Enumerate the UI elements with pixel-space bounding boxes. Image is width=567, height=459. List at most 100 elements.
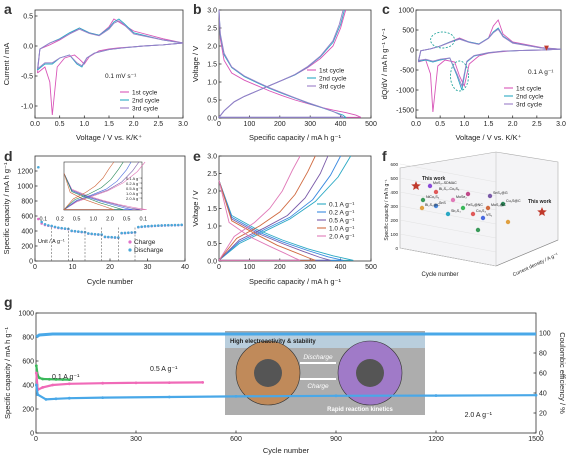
particle-core [254, 359, 282, 387]
y-tick-label: 200 [21, 243, 33, 250]
coulombic-efficiency-line [35, 332, 536, 339]
x-tick-label: 200 [274, 121, 286, 128]
data-point-discharge [40, 220, 43, 224]
legend-a-label: 3rd cycle [132, 105, 158, 112]
y-tick-label: 1.5 [207, 61, 217, 68]
x-axis-title: Cycle number [421, 272, 458, 278]
x-tick-label: 1.5 [104, 121, 114, 128]
y2-tick-label: 0 [539, 430, 543, 437]
comparison-label: MoS₂–SDMAC [433, 181, 457, 185]
rate-label: 0.5 [123, 217, 131, 223]
data-point-discharge [113, 236, 117, 239]
y-tick-label: -1.0 [21, 103, 33, 110]
legend-b-label: 2nd cycle [319, 75, 347, 82]
y-tick-label: 800 [21, 198, 33, 205]
y-tick-label: 3.0 [207, 7, 217, 14]
y-tick-label: -500 [400, 67, 414, 74]
scan-rate-label: 0.1 mV s⁻¹ [105, 73, 137, 80]
chart-panel-g: g 0 300 600 900 1200 1500 1000 800 600 400 200 0 0 20 4… [0, 293, 567, 459]
series-line-2 [218, 9, 347, 118]
chart-panel-d: d 0 10 20 30 40 1200 1000 800 600 400 200 0 0.1 0.2 0.5… [0, 148, 189, 293]
panel-letter-e: e [193, 148, 201, 164]
grid-line [399, 163, 497, 183]
y-tick-label: 1.5 [207, 206, 217, 213]
rate-label: 0.1 [140, 217, 148, 223]
x-tick-label: 0.5 [55, 121, 65, 128]
x-tick-label: 1.0 [79, 121, 89, 128]
y2-axis-title: Coulombic efficiency / % [558, 332, 567, 414]
comparison-point [420, 197, 426, 203]
this-work-star [411, 181, 421, 190]
y-tick-label: -0.5 [21, 73, 33, 80]
x-tick-label: 40 [181, 264, 189, 271]
inset-legend-label: 1.0 A g⁻¹ [126, 191, 142, 196]
y2-tick-label: 60 [539, 370, 547, 377]
x-tick-label: 3.0 [556, 121, 566, 128]
comparison-point [465, 191, 471, 197]
x-tick-label: 0.5 [435, 121, 445, 128]
data-point-discharge [120, 231, 123, 235]
x-axis-title: Voltage / V vs. K/K⁺ [455, 133, 521, 142]
z-tick-label: 100 [390, 232, 398, 237]
data-point-discharge [80, 230, 83, 234]
comparison-point [505, 219, 511, 225]
y-tick-label: 800 [22, 334, 34, 341]
y-tick-label: 400 [22, 382, 34, 389]
mechanism-schematic [225, 331, 425, 415]
rate-label-05: 0.5 A g⁻¹ [150, 366, 178, 373]
y-axis-title: Specific capacity / mA h g⁻¹ [3, 327, 12, 419]
data-point-discharge [173, 223, 177, 227]
chart-panel-a: a 0.0 0.5 1.0 1.5 2.0 2.5 3.0 0.5 0.0 -0.5 -1.0 Volt… [0, 0, 189, 148]
y-tick-label: 2.0 [207, 43, 217, 50]
z-tick-label: 0 [395, 246, 398, 251]
data-point-discharge [73, 229, 77, 233]
data-point-discharge [143, 225, 147, 228]
data-point-discharge [180, 223, 183, 227]
y-tick-label: 0.0 [207, 115, 217, 122]
z-axis-title: Specific capacity / mA h g⁻¹ [384, 179, 390, 241]
x-tick-label: 20 [106, 264, 114, 271]
data-point-discharge [63, 227, 67, 230]
x-axis-title: Voltage / V vs. K/K⁺ [76, 133, 142, 142]
y-tick-label: 500 [402, 27, 414, 34]
series-line-5 [218, 155, 301, 261]
data-point-discharge [37, 165, 40, 169]
y-tick-label: 0.0 [207, 258, 217, 265]
chart-panel-c: c 0.0 0.5 1.0 1.5 2.0 2.5 3.0 1000 500 0 -500 -1000 -… [378, 0, 567, 148]
comparison-point [487, 193, 493, 199]
grid-line [399, 219, 497, 239]
z-tick-label: 200 [390, 218, 398, 223]
y-tick-label: 200 [22, 406, 34, 413]
plot-3d-box [399, 151, 559, 267]
x-tick-label: 100 [244, 121, 256, 128]
y-tick-label: 0.0 [23, 43, 33, 50]
comparison-point [480, 215, 486, 221]
x-tick-label: 3.0 [178, 121, 188, 128]
comparison-label: MoSe₂ [456, 195, 467, 199]
comparison-label: Cu₂S@C [506, 199, 521, 203]
chart-c-svg: c 0.0 0.5 1.0 1.5 2.0 2.5 3.0 1000 500 0 -500 -1000 -… [380, 1, 566, 142]
rate-label: 0.5 [73, 217, 81, 223]
x-axis-title: Cycle number [263, 446, 310, 455]
highlight-ellipse [430, 31, 456, 49]
schematic-title: High electroactivity & stability [230, 339, 316, 345]
peak-marker [544, 45, 549, 51]
data-point-charge [37, 217, 40, 221]
this-work-label: This work [528, 199, 552, 205]
chart-panel-e: e 0 100 200 300 400 500 3.0 2.5 2.0 1.5 1.0 0.5 0.0 Sp… [189, 148, 378, 293]
comparison-label: Bi₂S₃–Co₉S₈ [439, 187, 460, 191]
y-tick-label: 2.5 [207, 25, 217, 32]
legend-e-label: 1.0 A g⁻¹ [329, 225, 355, 232]
data-point-discharge [70, 229, 73, 233]
panel-letter-c: c [382, 1, 390, 17]
comparison-label: SnS₂@G [493, 191, 508, 195]
x-tick-label: 300 [130, 436, 142, 443]
y-tick-label: 0.5 [23, 13, 33, 20]
comparison-point [433, 189, 439, 195]
particle-core [356, 359, 384, 387]
y-tick-label: 0 [29, 258, 33, 265]
y2-tick-label: 40 [539, 390, 547, 397]
legend-e-label: 0.2 A g⁻¹ [329, 209, 355, 216]
y-axis-title: Current / mA [2, 43, 11, 86]
